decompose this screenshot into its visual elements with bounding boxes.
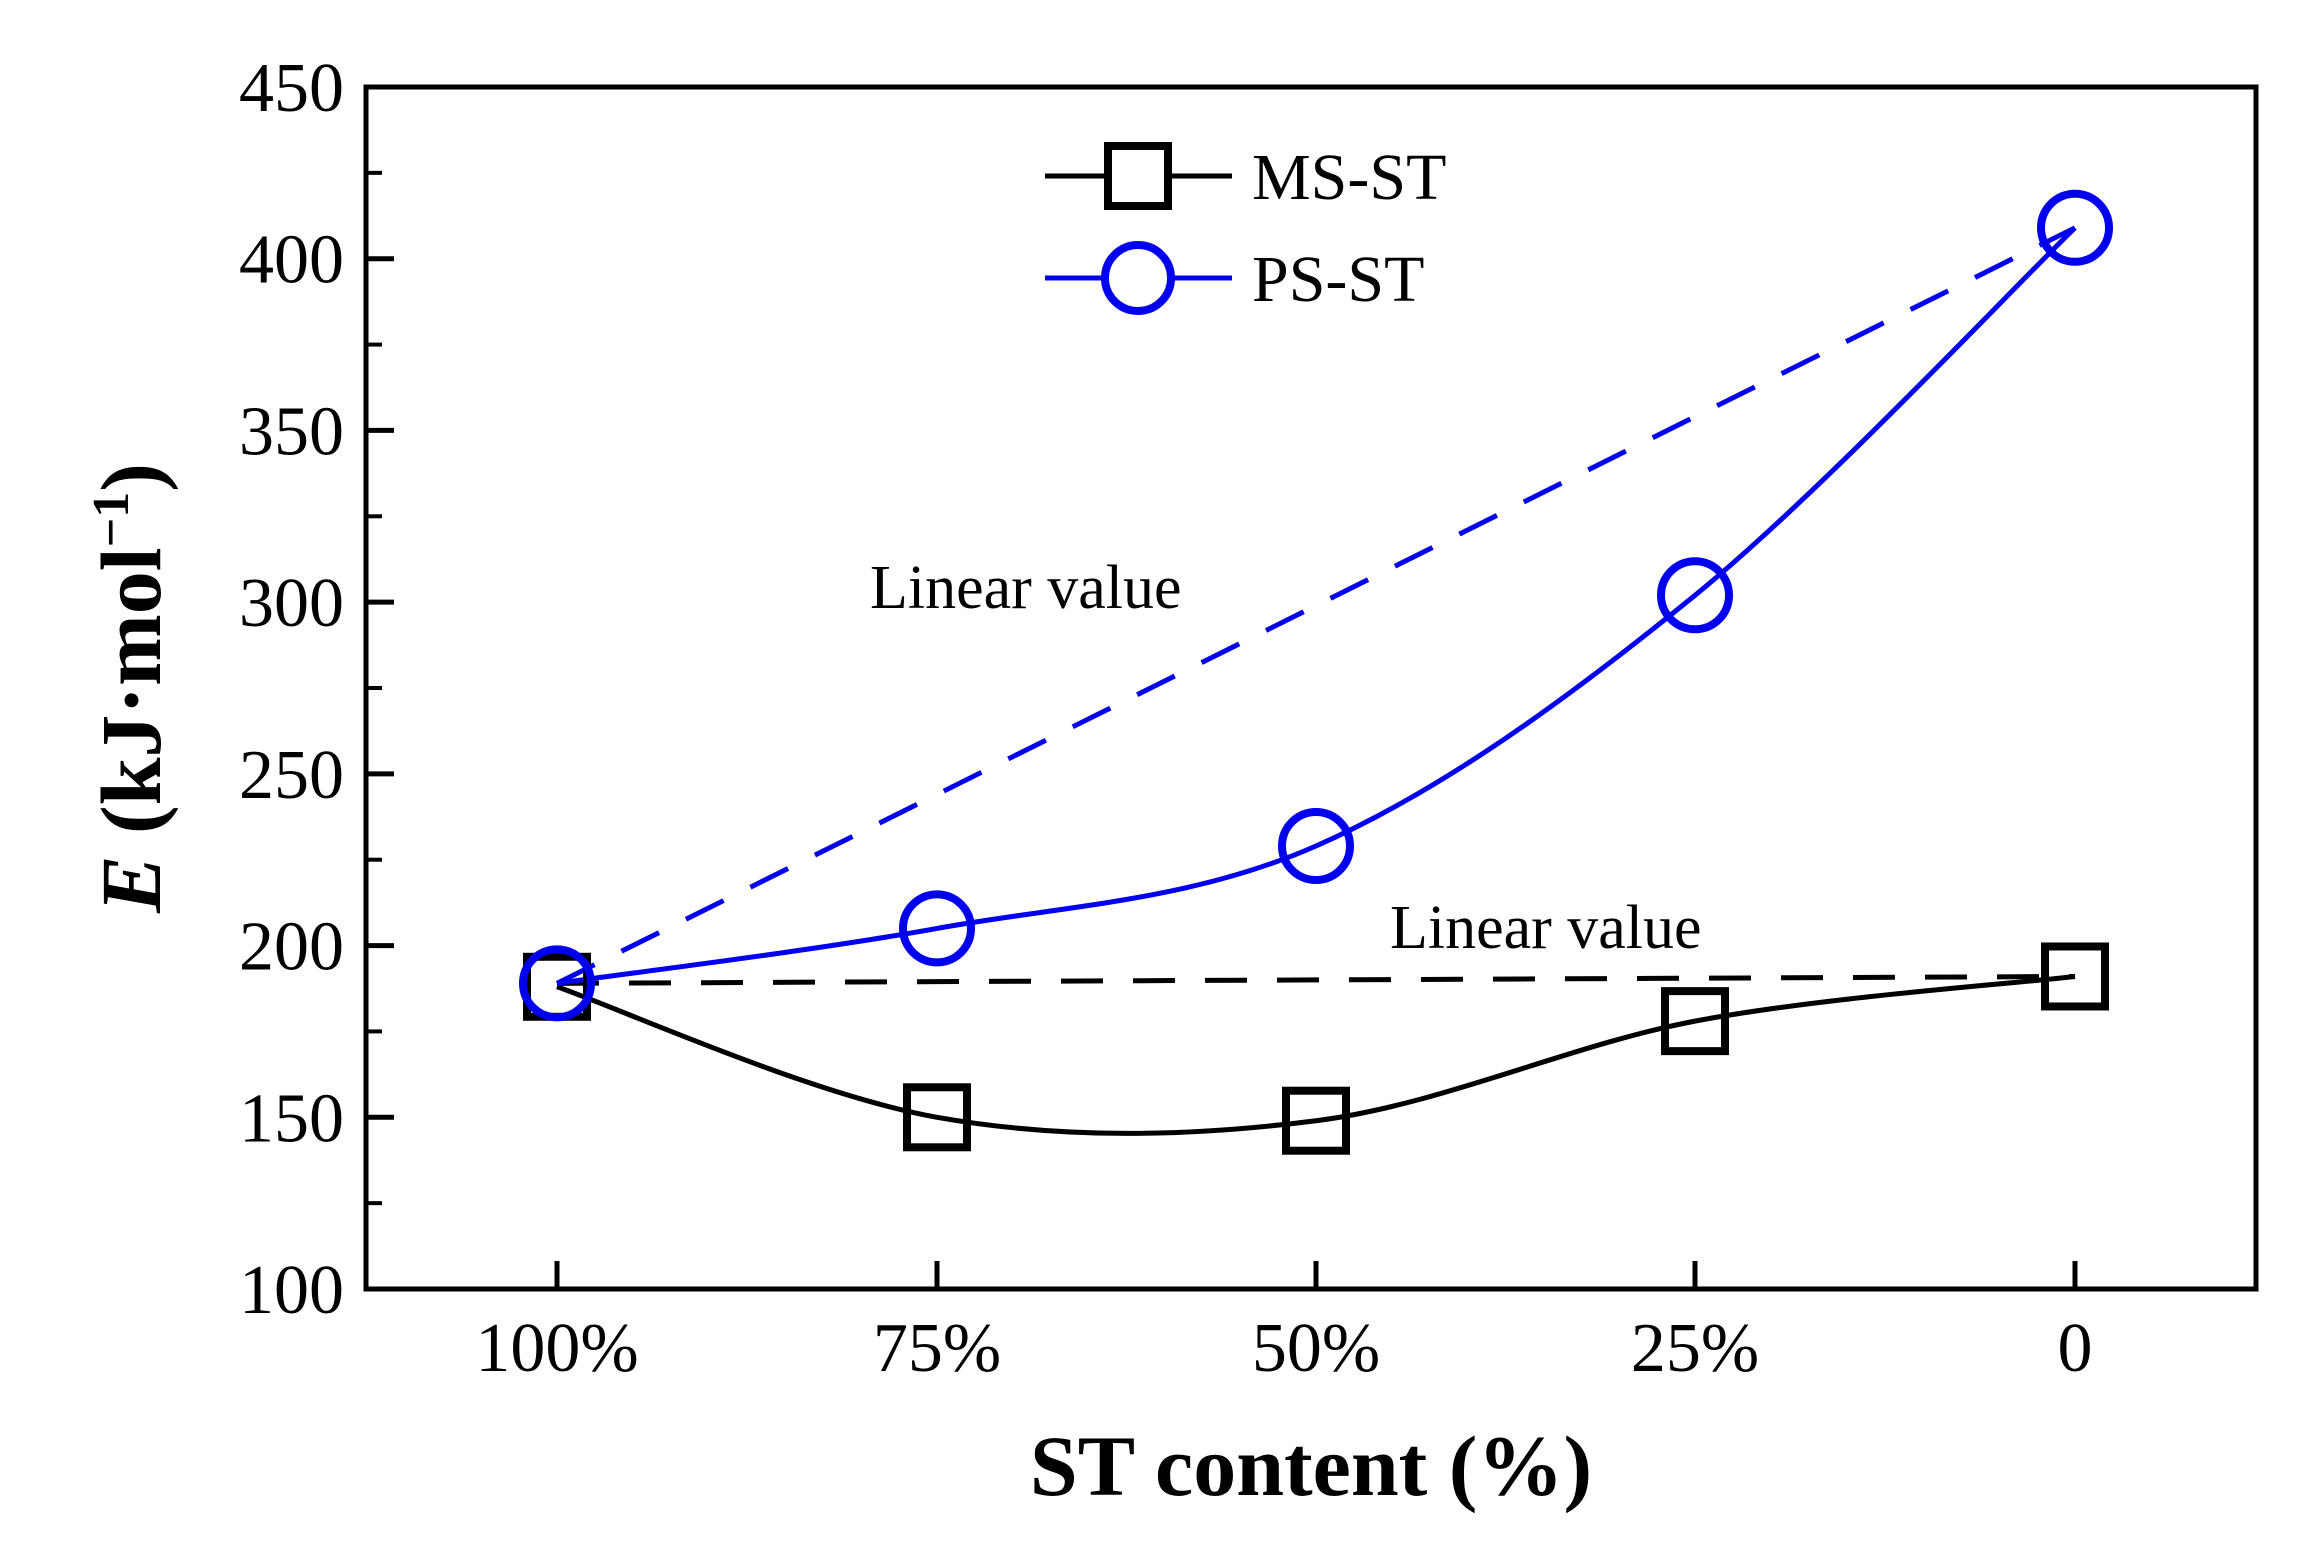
series-lines: [555, 225, 2077, 1136]
data-point-ms-st: [1661, 987, 1729, 1056]
linear-reference-ps-st: [555, 225, 2077, 986]
x-tick-label: 25%: [1631, 1310, 1759, 1387]
y-axis-title-exponent: −1: [83, 492, 140, 548]
data-point-ms-st: [2041, 942, 2109, 1011]
y-tick-label: 450: [239, 50, 344, 127]
data-point-ms-st: [1282, 1086, 1350, 1155]
annotation-ms-linear: Linear value: [1390, 894, 1702, 962]
series-markers: [519, 189, 2113, 1155]
x-tick-label: 100%: [475, 1310, 638, 1387]
y-tick-label: 200: [239, 909, 344, 986]
linear-reference-ms-st: [556, 973, 2076, 986]
data-point-ps-st: [2037, 189, 2113, 266]
y-tick-label: 150: [239, 1080, 344, 1157]
annotations: Linear value Linear value: [870, 554, 1702, 962]
y-tick-label: 250: [239, 737, 344, 814]
y-tick-label: 350: [239, 393, 344, 470]
legend-label-ms-st: MS-ST: [1252, 141, 1446, 214]
y-tick-label: 400: [239, 222, 344, 299]
y-axis-title: E (kJ·mol−1): [83, 463, 179, 914]
y-axis-title-close: ): [83, 463, 179, 492]
legend-marker-circle: [1101, 241, 1175, 315]
y-ticks: 100 150 200 250 300 350 400 450: [239, 50, 394, 1329]
x-axis-title: ST content (%): [1030, 1418, 1592, 1514]
series-line-ms-st: [556, 973, 2076, 1136]
data-point-ps-st: [1657, 557, 1733, 634]
data-point-ms-st: [903, 1083, 971, 1152]
y-axis-title-unit: (kJ·mol: [83, 547, 179, 855]
annotation-ps-linear: Linear value: [870, 554, 1182, 622]
x-ticks: 100% 75% 50% 25% 0: [475, 1261, 2093, 1387]
legend-marker-square: [1104, 142, 1172, 210]
x-tick-label: 75%: [873, 1310, 1001, 1387]
y-tick-label: 300: [239, 565, 344, 642]
legend-label-ps-st: PS-ST: [1252, 243, 1424, 316]
data-point-ps-st: [519, 945, 595, 1022]
y-tick-label: 100: [239, 1252, 344, 1329]
x-tick-label: 50%: [1252, 1310, 1380, 1387]
x-tick-label: 0: [2058, 1310, 2093, 1387]
y-axis-title-symbol: E: [83, 856, 179, 914]
legend: MS-ST PS-ST: [1045, 141, 1446, 316]
data-point-ps-st: [899, 890, 975, 967]
data-point-ps-st: [1278, 807, 1354, 884]
